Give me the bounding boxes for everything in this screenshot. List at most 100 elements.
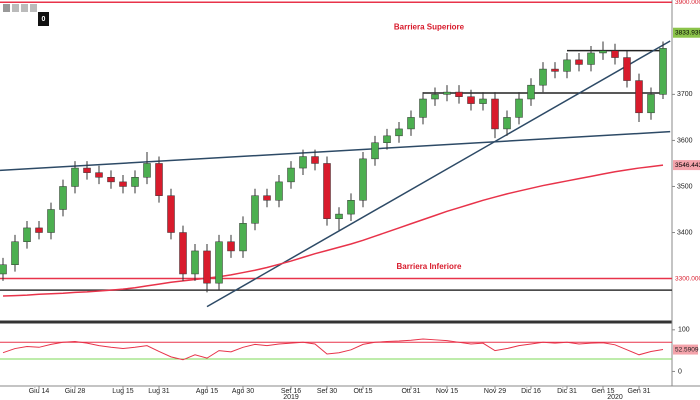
x-tick-label: Nov 15 [436,388,458,395]
candle-body [623,57,631,81]
year-label: 2019 [283,394,299,400]
candle-body [107,177,115,183]
candle-body [287,167,295,183]
badge-box [38,12,49,26]
candle-body [47,209,55,233]
candle-body [251,195,259,224]
x-tick-label: Lug 15 [112,388,134,395]
rsi-line [2,338,664,361]
candle-body [467,96,475,104]
candle-body [311,156,319,164]
toolbar: 0 [3,4,49,26]
candle-body [179,232,187,275]
tool-icon[interactable] [12,4,19,12]
candle-body [395,128,403,137]
candle-body [491,98,499,130]
candle-body [71,167,79,187]
moving-average [2,164,664,297]
candle-body [119,181,127,187]
x-tick-label: Ago 30 [232,388,254,395]
candle-body [563,59,571,72]
tool-icon [3,4,10,12]
candle-body [383,135,391,143]
price-tag [673,27,700,38]
candle-body [323,163,331,219]
rsi-tag [673,344,698,355]
candle-body [647,94,655,114]
candle-body [23,227,31,242]
annotation: Barriera Inferiore [397,262,462,271]
x-tick-label: Giu 14 [29,388,50,395]
rsi-tick-label: 100 [678,327,690,334]
price-tag [673,0,700,8]
tool-icon[interactable] [21,4,28,12]
badge: 0 [42,16,46,23]
candle-body [299,156,307,169]
candle-body [155,163,163,196]
candle-body [95,172,103,178]
candle-body [599,50,607,54]
candle-body [35,227,43,233]
candle-body [407,117,415,130]
candle-body [551,68,559,72]
candle-body [191,250,199,275]
candle-body [239,223,247,252]
candle-body [83,167,91,173]
rsi-tag-label: 52.5909 [675,346,699,353]
candle-body [215,241,223,284]
candle-body [479,98,487,104]
rsi-tick-label: 0 [678,368,682,375]
candle-body [515,98,523,118]
candle-body [527,84,535,100]
y-tick-label: 3700 [677,91,693,98]
y-tick-label: 3600 [677,137,693,144]
price-tag-label: 3546.4434 [675,162,700,169]
tool-icon[interactable] [30,4,37,12]
price-tag-label: 3833.9399 [675,29,700,36]
candle-body [11,241,19,265]
x-tick-label: Gen 31 [628,388,651,395]
candle-body [167,195,175,233]
y-tick-label: 3500 [677,183,693,190]
x-tick-label: Set 16 [281,388,301,395]
candle-body [59,186,67,210]
trend-line [0,130,671,172]
x-tick-label: Dic 16 [521,388,541,395]
candle-body [659,48,667,95]
candle-body [347,200,355,215]
candle-body [635,80,643,114]
candle-body [611,50,619,58]
candle-body [431,94,439,100]
price-tag [673,160,700,171]
price-tag [673,273,700,284]
candle-body [263,195,271,201]
x-tick-label: Lug 31 [148,388,170,395]
year-label: 2020 [607,394,623,400]
candle-body [539,68,547,86]
candle-body [371,142,379,160]
candle-body [359,158,367,201]
candle-body [455,91,463,97]
x-tick-label: Ago 15 [196,388,218,395]
price-tag-label: 3300.0000 [675,275,700,282]
x-tick-label: Set 30 [317,388,337,395]
candle-body [575,59,583,65]
price-tag-label: 3900.0000 [675,0,700,6]
candle-body [227,241,235,252]
x-tick-label: Giu 28 [65,388,86,395]
candle-body [0,264,7,275]
x-tick-label: Ott 31 [401,388,420,395]
y-tick-label: 3400 [677,229,693,236]
candle-body [587,52,595,65]
candle-body [443,91,451,95]
candle-body [275,181,283,201]
candle-body [131,177,139,187]
x-tick-label: Nov 29 [484,388,506,395]
candle-body [143,163,151,178]
candle-body [203,250,211,284]
x-tick-label: Dic 31 [557,388,577,395]
candle-body [503,117,511,130]
x-tick-label: Ott 15 [353,388,372,395]
